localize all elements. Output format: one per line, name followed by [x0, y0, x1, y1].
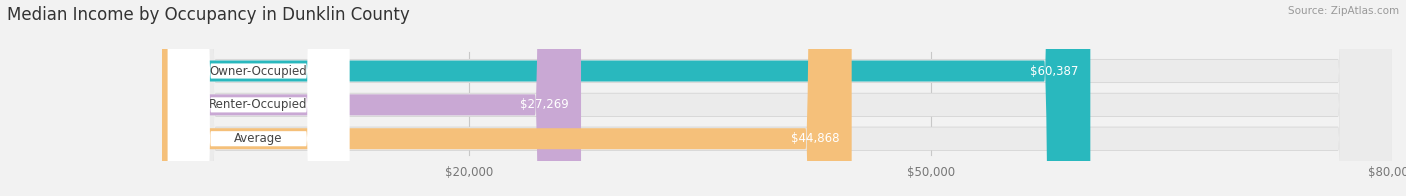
- FancyBboxPatch shape: [162, 0, 1090, 196]
- Text: Source: ZipAtlas.com: Source: ZipAtlas.com: [1288, 6, 1399, 16]
- Text: Median Income by Occupancy in Dunklin County: Median Income by Occupancy in Dunklin Co…: [7, 6, 409, 24]
- FancyBboxPatch shape: [162, 0, 1392, 196]
- FancyBboxPatch shape: [167, 0, 349, 196]
- FancyBboxPatch shape: [162, 0, 1392, 196]
- Text: Renter-Occupied: Renter-Occupied: [209, 98, 308, 111]
- FancyBboxPatch shape: [162, 0, 1392, 196]
- FancyBboxPatch shape: [162, 0, 852, 196]
- Text: Average: Average: [235, 132, 283, 145]
- FancyBboxPatch shape: [162, 0, 1392, 196]
- Text: $27,269: $27,269: [520, 98, 569, 111]
- FancyBboxPatch shape: [167, 0, 349, 196]
- FancyBboxPatch shape: [162, 0, 581, 196]
- FancyBboxPatch shape: [162, 0, 1392, 196]
- Text: $60,387: $60,387: [1029, 64, 1078, 77]
- Text: $44,868: $44,868: [790, 132, 839, 145]
- FancyBboxPatch shape: [167, 0, 349, 196]
- FancyBboxPatch shape: [162, 0, 1392, 196]
- Text: Owner-Occupied: Owner-Occupied: [209, 64, 308, 77]
